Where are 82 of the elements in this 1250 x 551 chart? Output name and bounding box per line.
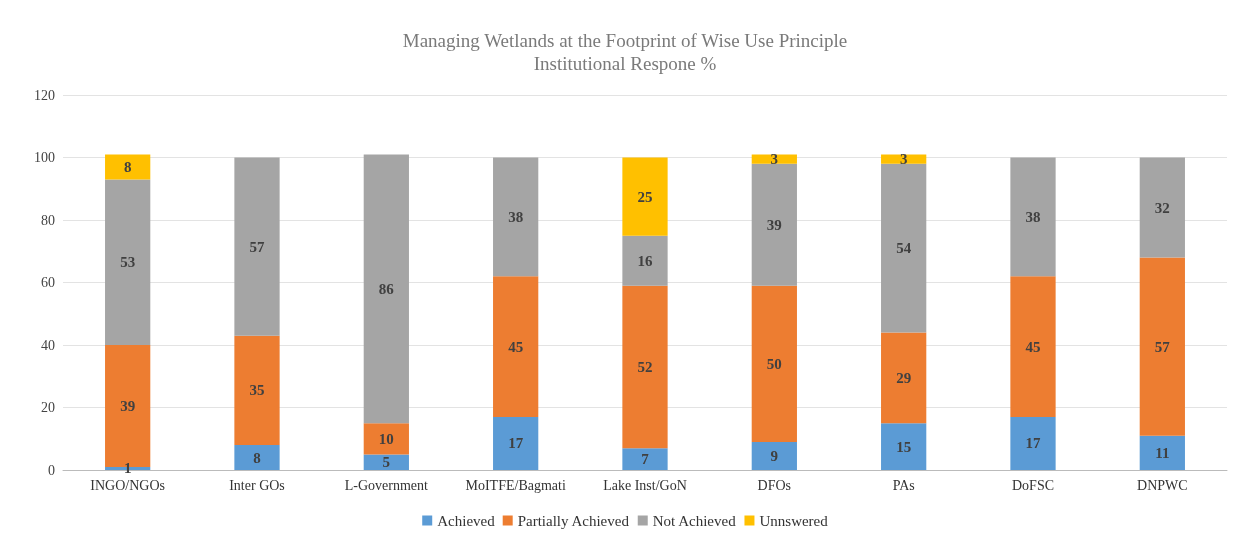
y-tick-label: 40 [41,337,55,353]
data-label: 5 [382,454,391,471]
x-tick-label: INGO/NGOs [90,477,165,493]
bar [363,454,409,470]
x-tick-label: PAs [892,477,915,493]
legend-label: Achieved [437,512,496,529]
data-label: 38 [508,208,524,225]
y-tick-label: 0 [48,462,55,478]
bar [493,276,539,417]
bar [363,154,409,424]
data-label: 9 [770,447,779,464]
x-tick-label: DoFSC [1011,477,1055,493]
y-tick-label: 80 [41,212,55,228]
y-tick-label: 120 [34,87,55,103]
data-label: 52 [637,358,653,375]
bar [234,335,280,445]
bar [622,157,668,236]
bar [1139,435,1185,470]
bar [751,163,797,286]
data-label: 38 [1025,208,1041,225]
data-label: 3 [770,151,779,168]
y-tick-label: 100 [34,150,55,165]
data-label: 16 [637,252,653,269]
bar [493,157,539,277]
data-label: 7 [641,451,650,468]
bar [751,285,797,442]
data-label: 32 [1154,199,1170,216]
bar [622,235,668,286]
bar [234,445,280,470]
bar [881,423,927,470]
legend-label: Not Achieved [652,512,737,529]
bar [881,163,927,333]
bar [493,416,539,470]
x-tick-label: DNPWC [1137,477,1188,493]
bar [881,332,927,424]
bar [105,179,151,345]
data-label: 8 [123,158,132,175]
data-label: 15 [896,438,912,455]
bar [622,448,668,470]
bar [751,154,797,164]
x-tick-label: DFOs [757,477,792,493]
data-label: 17 [1025,435,1041,452]
legend-label: Unnswered [759,512,829,529]
y-tick-label: 20 [41,400,55,415]
data-label: 17 [508,435,524,452]
data-label: 10 [378,430,394,447]
bar [363,423,409,455]
bar [1139,157,1185,258]
data-label: 86 [378,280,395,297]
data-label: 39 [766,216,782,233]
bar [1010,416,1056,470]
data-label: 3 [899,151,908,168]
bar [622,285,668,449]
bar [1139,257,1185,436]
data-label: 1 [123,460,132,477]
data-label: 53 [120,254,136,271]
data-label: 25 [637,188,653,205]
x-tick-label: MoITFE/Bagmati [465,477,566,493]
data-label: 8 [253,449,261,466]
chart-title: Managing Wetlands at the Footprint of Wise Use Principle [402,30,848,51]
x-tick-label: Lake Inst/GoN [603,477,687,493]
data-label: 57 [1154,338,1171,355]
bar [1010,276,1056,417]
data-label: 45 [508,338,524,355]
chart-subtitle: Institutional Respone % [533,53,717,74]
data-label: 57 [249,238,265,255]
bar [881,154,927,164]
data-label: 54 [896,240,912,257]
data-label: 50 [766,355,782,372]
x-tick-label: L-Government [344,477,429,493]
legend-label: Partially Achieved [517,512,630,529]
data-label: 45 [1025,338,1041,355]
data-label: 35 [249,382,265,399]
x-tick-label: Inter GOs [229,477,285,493]
bar [105,154,151,180]
bar [1010,157,1056,277]
bar [751,441,797,470]
data-label: 29 [896,369,912,386]
bar [234,157,280,336]
data-label: 39 [120,397,136,414]
data-label: 11 [1155,444,1170,461]
y-tick-label: 60 [41,275,55,290]
